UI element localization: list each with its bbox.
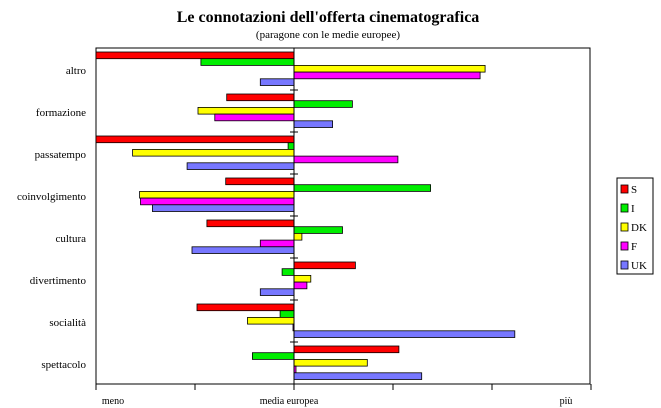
plot-area: [95, 47, 591, 385]
bar-i-1: [293, 100, 353, 108]
bar-i-3: [293, 184, 432, 192]
bar-uk-1: [293, 120, 333, 128]
bar-s-1: [226, 93, 295, 102]
legend-label-f: F: [631, 241, 637, 253]
bar-s-6: [196, 303, 295, 312]
bar-s-7: [293, 345, 400, 354]
bar-f-1: [214, 113, 295, 122]
bar-uk-6: [293, 330, 516, 338]
legend-box: [616, 177, 654, 275]
bar-dk-0: [293, 65, 486, 73]
bar-dk-5: [293, 274, 312, 283]
legend-swatch-dk: [620, 222, 629, 232]
legend-swatch-uk: [620, 260, 629, 270]
legend-swatch-f: [620, 241, 629, 251]
axis-layer: [95, 48, 592, 390]
x-tick-label-left: meno: [102, 396, 124, 407]
bar-s-0: [95, 51, 295, 60]
bar-i-0: [200, 58, 295, 66]
category-label: altro: [66, 65, 87, 77]
legend-label-i: I: [631, 203, 635, 215]
bar-uk-5: [259, 288, 295, 296]
bar-s-5: [293, 261, 356, 270]
legend-label-s: S: [631, 184, 637, 196]
bar-dk-4: [293, 232, 303, 241]
bar-f-0: [293, 71, 481, 80]
legend: SI DK F UK: [616, 177, 654, 275]
chart-title: Le connotazioni dell'offerta cinematogra…: [177, 9, 480, 26]
chart-subtitle: (paragone con le medie europee): [256, 29, 400, 41]
legend-label-dk: DK: [631, 222, 647, 234]
bar-dk-7: [293, 358, 368, 367]
bar-i-4: [293, 226, 343, 234]
legend-swatch-i: [620, 203, 629, 213]
category-labels: altro formazione passatempo coinvolgimento c…: [17, 65, 87, 371]
category-label: socialità: [49, 317, 86, 329]
bar-dk-3: [139, 190, 295, 199]
bar-s-3: [225, 177, 295, 186]
bars-layer: [95, 51, 516, 380]
bar-s-4: [206, 219, 295, 228]
bar-dk-2: [132, 148, 295, 157]
bar-dk-1: [197, 107, 295, 115]
x-tick-label-right: più: [560, 396, 573, 407]
category-label: coinvolgimento: [17, 191, 87, 203]
category-label: cultura: [55, 233, 86, 245]
legend-swatch-s: [620, 184, 629, 194]
bar-uk-0: [259, 78, 295, 86]
category-label: spettacolo: [41, 359, 86, 371]
category-label: divertimento: [30, 275, 87, 287]
bar-f-2: [293, 155, 399, 164]
bar-i-2: [287, 142, 295, 150]
bar-i-6: [279, 310, 295, 318]
legend-label-uk: UK: [631, 260, 647, 272]
bar-uk-7: [293, 372, 423, 380]
bar-uk-4: [191, 246, 295, 254]
bar-uk-3: [151, 204, 295, 212]
category-label: formazione: [36, 107, 86, 119]
bar-i-5: [281, 268, 295, 276]
bar-dk-6: [247, 316, 295, 325]
bar-i-7: [251, 352, 295, 360]
category-label: passatempo: [35, 149, 87, 161]
bar-f-3: [140, 197, 295, 206]
x-tick-label-center: media europea: [260, 396, 319, 407]
bar-f-5: [293, 281, 308, 290]
bar-f-4: [259, 239, 295, 248]
bar-s-2: [95, 135, 295, 144]
bar-uk-2: [186, 162, 295, 170]
